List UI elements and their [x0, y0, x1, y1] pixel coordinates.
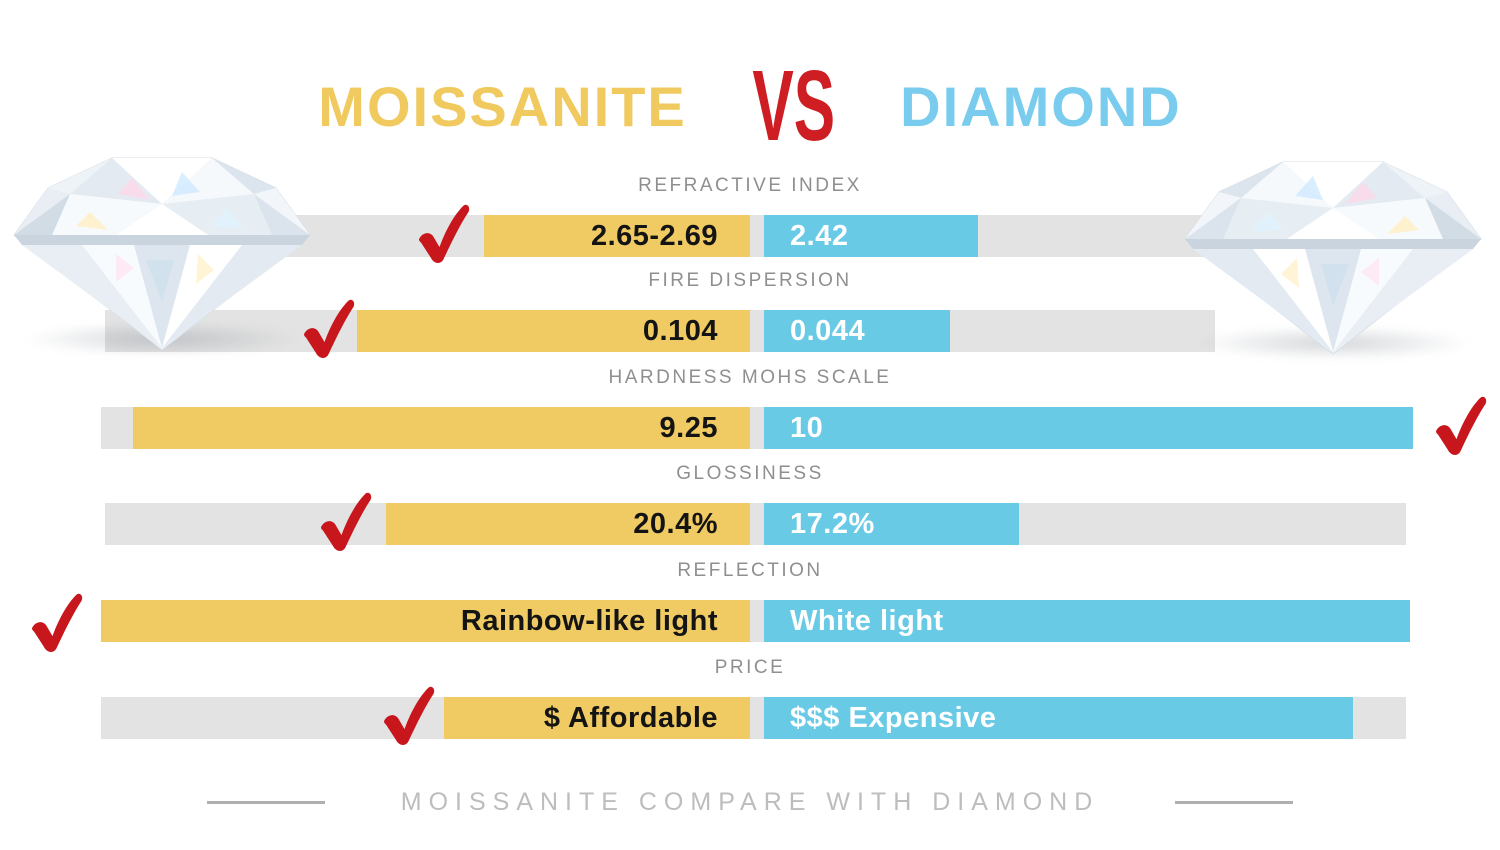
winner-check-icon — [32, 593, 83, 652]
moissanite-bar: 9.25 — [133, 407, 750, 449]
comparison-row-hardness-mohs-scale: HARDNESS MOHS SCALE 9.25 10 — [0, 367, 1500, 455]
comparison-row-fire-dispersion: FIRE DISPERSION 0.104 0.044 — [0, 270, 1500, 358]
title-vs: VS — [752, 49, 835, 162]
moissanite-bar: 0.104 — [357, 310, 750, 352]
winner-check-icon — [321, 492, 372, 551]
footer-caption: MOISSANITE COMPARE WITH DIAMOND — [400, 787, 1100, 816]
moissanite-bar: $ Affordable — [444, 697, 750, 739]
footer-divider-right — [1175, 800, 1294, 804]
moissanite-bar-value: $ Affordable — [543, 701, 718, 734]
moissanite-bar: Rainbow-like light — [101, 600, 750, 642]
diamond-gem-image — [1183, 146, 1483, 358]
title-diamond: DIAMOND — [900, 74, 1182, 138]
diamond-bar: 17.2% — [764, 503, 1019, 545]
diamond-gem-icon — [13, 157, 311, 351]
diamond-bar: 0.044 — [764, 310, 950, 352]
winner-check-icon — [419, 204, 470, 263]
diamond-bar-value: 2.42 — [790, 219, 849, 252]
moissanite-gem-image — [12, 142, 312, 354]
row-label: FIRE DISPERSION — [648, 270, 852, 291]
row-label: REFLECTION — [677, 560, 823, 581]
moissanite-bar-value: 20.4% — [633, 507, 718, 540]
diamond-bar-value: 10 — [790, 411, 824, 444]
footer-divider-left — [206, 800, 325, 804]
comparison-row-price: PRICE $ Affordable $$$ Expensive — [0, 657, 1500, 745]
moissanite-bar-value: 2.65-2.69 — [590, 219, 718, 252]
row-label: PRICE — [714, 657, 786, 678]
comparison-row-reflection: REFLECTION Rainbow-like light White ligh… — [0, 560, 1500, 652]
diamond-gem-icon — [1184, 161, 1482, 355]
diamond-bar-value: 0.044 — [790, 314, 866, 347]
footer: MOISSANITE COMPARE WITH DIAMOND — [0, 782, 1500, 822]
row-label: HARDNESS MOHS SCALE — [608, 367, 892, 388]
winner-check-icon — [1436, 396, 1487, 455]
diamond-bar: 10 — [764, 407, 1413, 449]
title-moissanite: MOISSANITE — [318, 74, 687, 138]
comparison-row-glossiness: GLOSSINESS 20.4% 17.2% — [0, 463, 1500, 551]
diamond-bar: 2.42 — [764, 215, 978, 257]
row-label: GLOSSINESS — [676, 463, 824, 484]
winner-check-icon — [384, 686, 435, 745]
diamond-bar-value: White light — [790, 604, 944, 637]
row-track — [105, 503, 1406, 545]
diamond-bar-value: 17.2% — [790, 507, 875, 540]
row-label: REFRACTIVE INDEX — [638, 175, 862, 196]
diamond-bar: White light — [764, 600, 1410, 642]
winner-check-icon — [304, 299, 355, 358]
moissanite-bar-value: 9.25 — [659, 411, 718, 444]
moissanite-bar: 2.65-2.69 — [484, 215, 750, 257]
moissanite-bar-value: 0.104 — [642, 314, 718, 347]
moissanite-bar-value: Rainbow-like light — [460, 604, 718, 637]
diamond-bar-value: $$$ Expensive — [790, 701, 997, 734]
page-title: MOISSANITE VS DIAMOND — [0, 56, 1500, 156]
moissanite-bar: 20.4% — [386, 503, 750, 545]
diamond-bar: $$$ Expensive — [764, 697, 1353, 739]
